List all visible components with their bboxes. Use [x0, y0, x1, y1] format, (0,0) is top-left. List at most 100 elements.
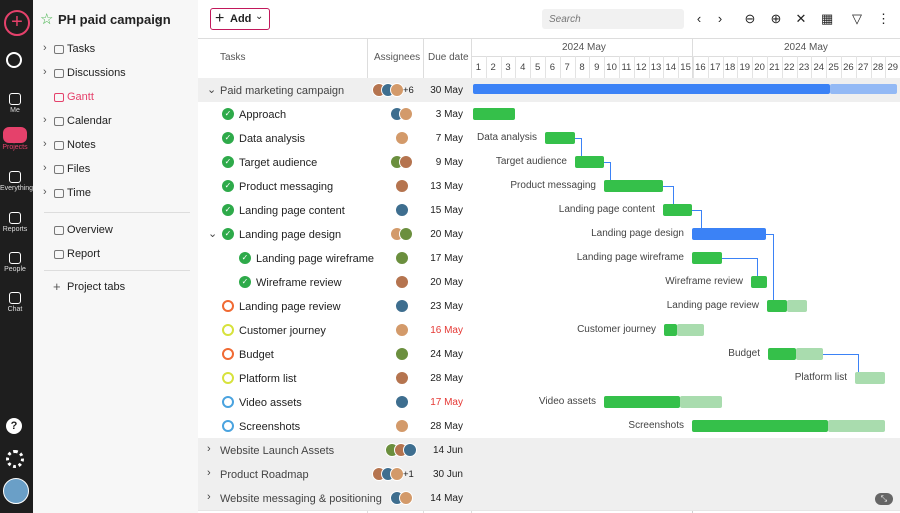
nav-label[interactable]: People [4, 266, 26, 273]
table-row[interactable] [198, 102, 900, 127]
gantt-bar[interactable] [692, 252, 722, 264]
gantt-bar[interactable] [473, 84, 830, 94]
status-done[interactable]: ✓ [239, 252, 251, 264]
table-row[interactable] [198, 198, 900, 223]
status-done[interactable]: ✓ [222, 156, 234, 168]
gantt-bar[interactable] [692, 420, 828, 432]
toolbar-icon[interactable]: ✕ [795, 11, 807, 26]
nav-label[interactable]: Everything [0, 185, 34, 192]
table-row[interactable] [198, 270, 900, 295]
task-name[interactable]: Landing page wireframe [256, 253, 375, 265]
collapse-button[interactable]: ⤡ [875, 493, 893, 505]
menu-item[interactable]: Time [67, 187, 92, 199]
task-name[interactable]: Data analysis [239, 133, 306, 145]
nav-label[interactable]: Me [10, 107, 20, 114]
gantt-bar-remaining[interactable] [680, 396, 722, 408]
help-icon[interactable]: ? [6, 418, 22, 434]
table-row[interactable] [198, 486, 900, 511]
search-box[interactable] [542, 9, 684, 29]
gantt-bar[interactable] [768, 348, 796, 360]
task-name[interactable]: Approach [239, 109, 287, 121]
expand-arrow[interactable]: › [207, 443, 211, 455]
table-row[interactable] [198, 366, 900, 391]
project-tabs[interactable]: Project tabs [67, 281, 126, 293]
menu-item[interactable]: Notes [67, 139, 96, 151]
gantt-bar[interactable] [604, 396, 680, 408]
toolbar-icon[interactable]: › [717, 11, 723, 26]
gantt-bar[interactable] [604, 180, 663, 192]
status-done[interactable]: ✓ [222, 132, 234, 144]
search-icon[interactable] [6, 52, 22, 68]
status-open[interactable] [222, 420, 234, 432]
task-name[interactable]: Product messaging [239, 181, 334, 193]
toolbar-icon[interactable]: ⊕ [770, 11, 782, 26]
table-row[interactable] [198, 390, 900, 415]
project-title[interactable]: PH paid campaign [58, 12, 171, 27]
task-name[interactable]: Video assets [239, 397, 302, 409]
menu-item[interactable]: Discussions [67, 67, 126, 79]
expand-arrow[interactable]: ⌄ [207, 84, 217, 96]
status-done[interactable]: ✓ [222, 204, 234, 216]
expand-arrow[interactable]: › [207, 467, 211, 479]
gantt-bar-remaining[interactable] [796, 348, 823, 360]
task-name[interactable]: Screenshots [239, 421, 301, 433]
gantt-bar-remaining[interactable] [828, 420, 885, 432]
day-label: 22 [783, 62, 795, 73]
gantt-bar-remaining[interactable] [855, 372, 885, 384]
gantt-bar-remaining[interactable] [830, 84, 897, 94]
user-avatar[interactable] [3, 478, 29, 504]
status-open[interactable] [222, 372, 234, 384]
gantt-bar[interactable] [575, 156, 604, 168]
menu-item[interactable]: Tasks [67, 43, 96, 55]
gantt-bar[interactable] [473, 108, 515, 120]
expand-arrow[interactable]: › [207, 491, 211, 503]
view-item[interactable]: Report [67, 248, 101, 260]
gantt-bar-remaining[interactable] [677, 324, 704, 336]
task-name[interactable]: Target audience [239, 157, 318, 169]
task-name[interactable]: Budget [239, 349, 274, 361]
nav-label[interactable]: Chat [7, 306, 23, 313]
status-open[interactable] [222, 348, 234, 360]
toolbar-icon[interactable]: ▽ [852, 11, 862, 26]
status-open[interactable] [222, 300, 234, 312]
task-name[interactable]: Platform list [239, 373, 297, 385]
task-name[interactable]: Website messaging & positioning [220, 493, 382, 505]
menu-item[interactable]: Gantt [67, 91, 94, 103]
gantt-bar[interactable] [664, 324, 677, 336]
day-divider [737, 56, 739, 78]
menu-item[interactable]: Calendar [67, 115, 112, 127]
toolbar-icon[interactable]: ⊖ [744, 11, 756, 26]
status-done[interactable]: ✓ [239, 276, 251, 288]
menu-item[interactable]: Files [67, 163, 91, 175]
add-button[interactable]: + Add ⌄ [210, 8, 270, 30]
task-name[interactable]: Paid marketing campaign [220, 85, 345, 97]
toolbar-icon[interactable]: ▦ [821, 11, 834, 26]
task-name[interactable]: Landing page content [239, 205, 345, 217]
status-done[interactable]: ✓ [222, 180, 234, 192]
gantt-bar-remaining[interactable] [787, 300, 807, 312]
create-button[interactable]: + [4, 10, 30, 36]
gantt-bar[interactable] [751, 276, 767, 288]
toolbar-icon[interactable]: ‹ [696, 11, 702, 26]
gantt-bar[interactable] [692, 228, 766, 240]
gantt-bar[interactable] [767, 300, 787, 312]
table-row[interactable] [198, 318, 900, 343]
task-name[interactable]: Landing page design [239, 229, 342, 241]
task-name[interactable]: Landing page review [239, 301, 341, 313]
gantt-bar[interactable] [663, 204, 692, 216]
status-open[interactable] [222, 396, 234, 408]
toolbar-icon[interactable]: ⋮ [877, 11, 890, 26]
expand-arrow[interactable]: ⌄ [208, 228, 218, 240]
view-item[interactable]: Overview [67, 224, 113, 236]
status-open[interactable] [222, 324, 234, 336]
status-done[interactable]: ✓ [222, 228, 234, 240]
task-name[interactable]: Product Roadmap [220, 469, 309, 481]
settings-icon[interactable] [6, 450, 24, 468]
gantt-bar[interactable] [545, 132, 575, 144]
task-name[interactable]: Customer journey [239, 325, 326, 337]
task-name[interactable]: Wireframe review [256, 277, 342, 289]
task-name[interactable]: Website Launch Assets [220, 445, 335, 457]
status-done[interactable]: ✓ [222, 108, 234, 120]
nav-label[interactable]: Projects [2, 144, 28, 151]
nav-label[interactable]: Reports [2, 226, 28, 233]
